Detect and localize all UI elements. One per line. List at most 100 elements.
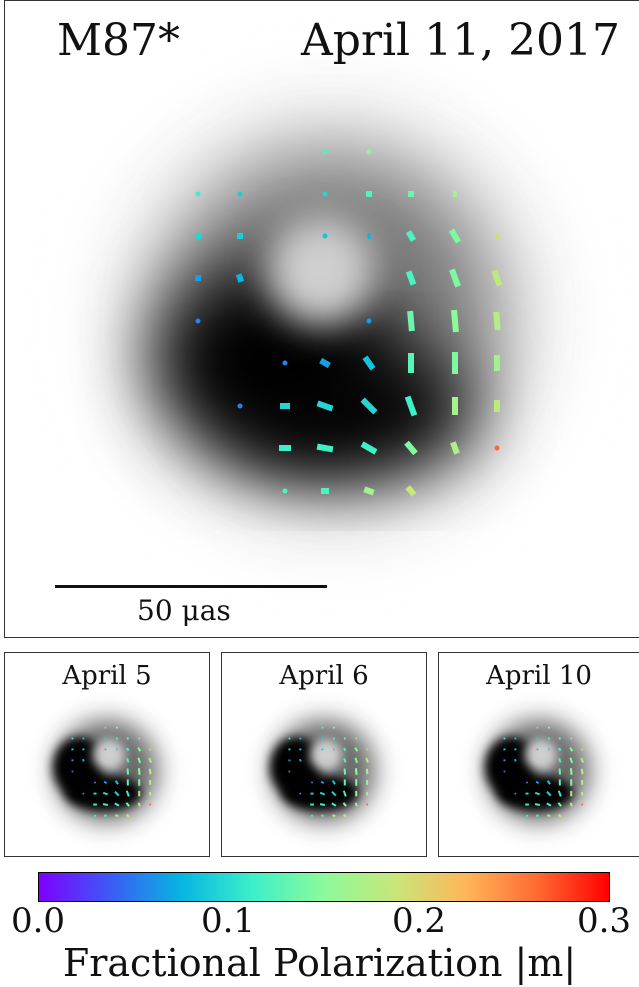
polarization-tick: [288, 770, 291, 773]
polarization-tick: [332, 770, 335, 773]
polarization-tick: [546, 791, 552, 797]
polarization-tick: [114, 780, 119, 785]
polarization-tick: [237, 191, 243, 197]
source-label: M87*: [57, 15, 181, 66]
polarization-tick: [137, 768, 141, 775]
polarization-tick: [299, 792, 302, 795]
polarization-tick: [570, 790, 573, 797]
polarization-tick: [137, 802, 141, 807]
polarization-tick: [321, 488, 329, 494]
scalebar-line: [55, 585, 327, 588]
polarization-tick: [126, 747, 130, 752]
panel-date-label: April 6: [279, 661, 369, 691]
polarization-tick: [514, 792, 517, 795]
polarization-tick: [569, 768, 573, 775]
polarization-tick: [343, 813, 347, 818]
ring-shadow: [525, 739, 557, 771]
polarization-tick: [580, 757, 584, 763]
ring-bright-arc: [65, 775, 141, 811]
polarization-tick: [363, 486, 375, 496]
polarization-tick: [366, 191, 372, 197]
polarization-tick: [148, 768, 152, 775]
polarization-tick: [195, 191, 201, 197]
ring-bright-arc: [282, 775, 358, 811]
polarization-tick: [367, 233, 371, 239]
polarization-tick: [534, 791, 541, 796]
polarization-tick: [126, 768, 130, 775]
polarization-tick: [452, 352, 458, 374]
polarization-tick: [449, 268, 461, 288]
polarization-tick: [558, 758, 562, 763]
polarization-tick: [71, 770, 74, 773]
polarization-tick: [366, 748, 368, 751]
polarization-tick: [237, 403, 243, 409]
polarization-tick: [332, 814, 336, 818]
panel-image: [477, 709, 601, 833]
polarization-tick: [503, 759, 506, 762]
polarization-tick: [333, 748, 335, 751]
polarization-tick: [331, 791, 337, 797]
polarization-tick: [354, 802, 358, 807]
polarization-tick: [279, 445, 291, 451]
polarization-tick: [137, 757, 142, 764]
polarization-tick: [322, 149, 328, 155]
polarization-tick: [115, 770, 118, 773]
polarization-tick: [316, 400, 334, 412]
panel-april-6: April 6: [221, 652, 427, 857]
polarization-tick: [493, 311, 501, 331]
polarization-tick: [104, 814, 107, 817]
polarization-tick: [310, 803, 314, 806]
polarization-tick: [319, 357, 331, 369]
polarization-tick: [321, 737, 324, 740]
polarization-tick: [126, 779, 129, 786]
polarization-tick: [366, 791, 369, 796]
polarization-tick: [149, 748, 151, 751]
polarization-tick: [322, 233, 328, 239]
polarization-tick: [311, 814, 314, 817]
polarization-tick: [405, 270, 417, 286]
panel-image: [45, 709, 169, 833]
polarization-tick: [114, 791, 120, 797]
polarization-tick: [354, 747, 359, 752]
polarization-tick: [299, 748, 302, 751]
polarization-tick: [332, 737, 335, 740]
polarization-tick: [115, 726, 118, 729]
polarization-tick: [513, 758, 517, 762]
polarization-tick: [452, 397, 458, 415]
polarization-tick: [126, 758, 130, 763]
polarization-tick: [125, 802, 130, 807]
polarization-tick: [405, 230, 417, 242]
colorbar-label: Fractional Polarization |m|: [62, 941, 577, 985]
polarization-tick: [195, 275, 201, 281]
polarization-tick: [102, 803, 108, 806]
polarization-tick: [548, 748, 550, 751]
polarization-tick: [82, 792, 85, 795]
polarization-tick: [547, 726, 550, 729]
polarization-tick: [365, 757, 369, 763]
polarization-tick: [93, 803, 97, 806]
polarization-tick: [331, 780, 336, 785]
black-hole-ring: [116, 104, 546, 534]
polarization-tick: [149, 803, 152, 806]
polarization-tick: [580, 768, 584, 775]
panel-date-label: April 10: [486, 661, 592, 691]
polarization-tick: [71, 748, 74, 751]
polarization-tick: [569, 747, 574, 752]
polarization-tick: [343, 779, 346, 786]
polarization-tick: [71, 759, 74, 762]
polarization-tick: [558, 779, 561, 786]
polarization-tick: [342, 802, 347, 807]
polarization-tick: [343, 768, 347, 775]
polarization-tick: [536, 737, 539, 740]
polarization-tick: [195, 318, 201, 324]
polarization-tick: [115, 737, 118, 740]
ring-bright-arc: [497, 775, 573, 811]
polarization-tick: [93, 792, 97, 795]
polarization-tick: [322, 191, 328, 197]
polarization-tick: [557, 790, 562, 797]
main-image-panel: M87* April 11, 2017 50 μas: [4, 0, 639, 638]
polarization-tick: [404, 395, 418, 417]
polarization-tick: [319, 803, 325, 806]
polarization-tick: [102, 791, 109, 796]
polarization-tick: [288, 737, 291, 740]
